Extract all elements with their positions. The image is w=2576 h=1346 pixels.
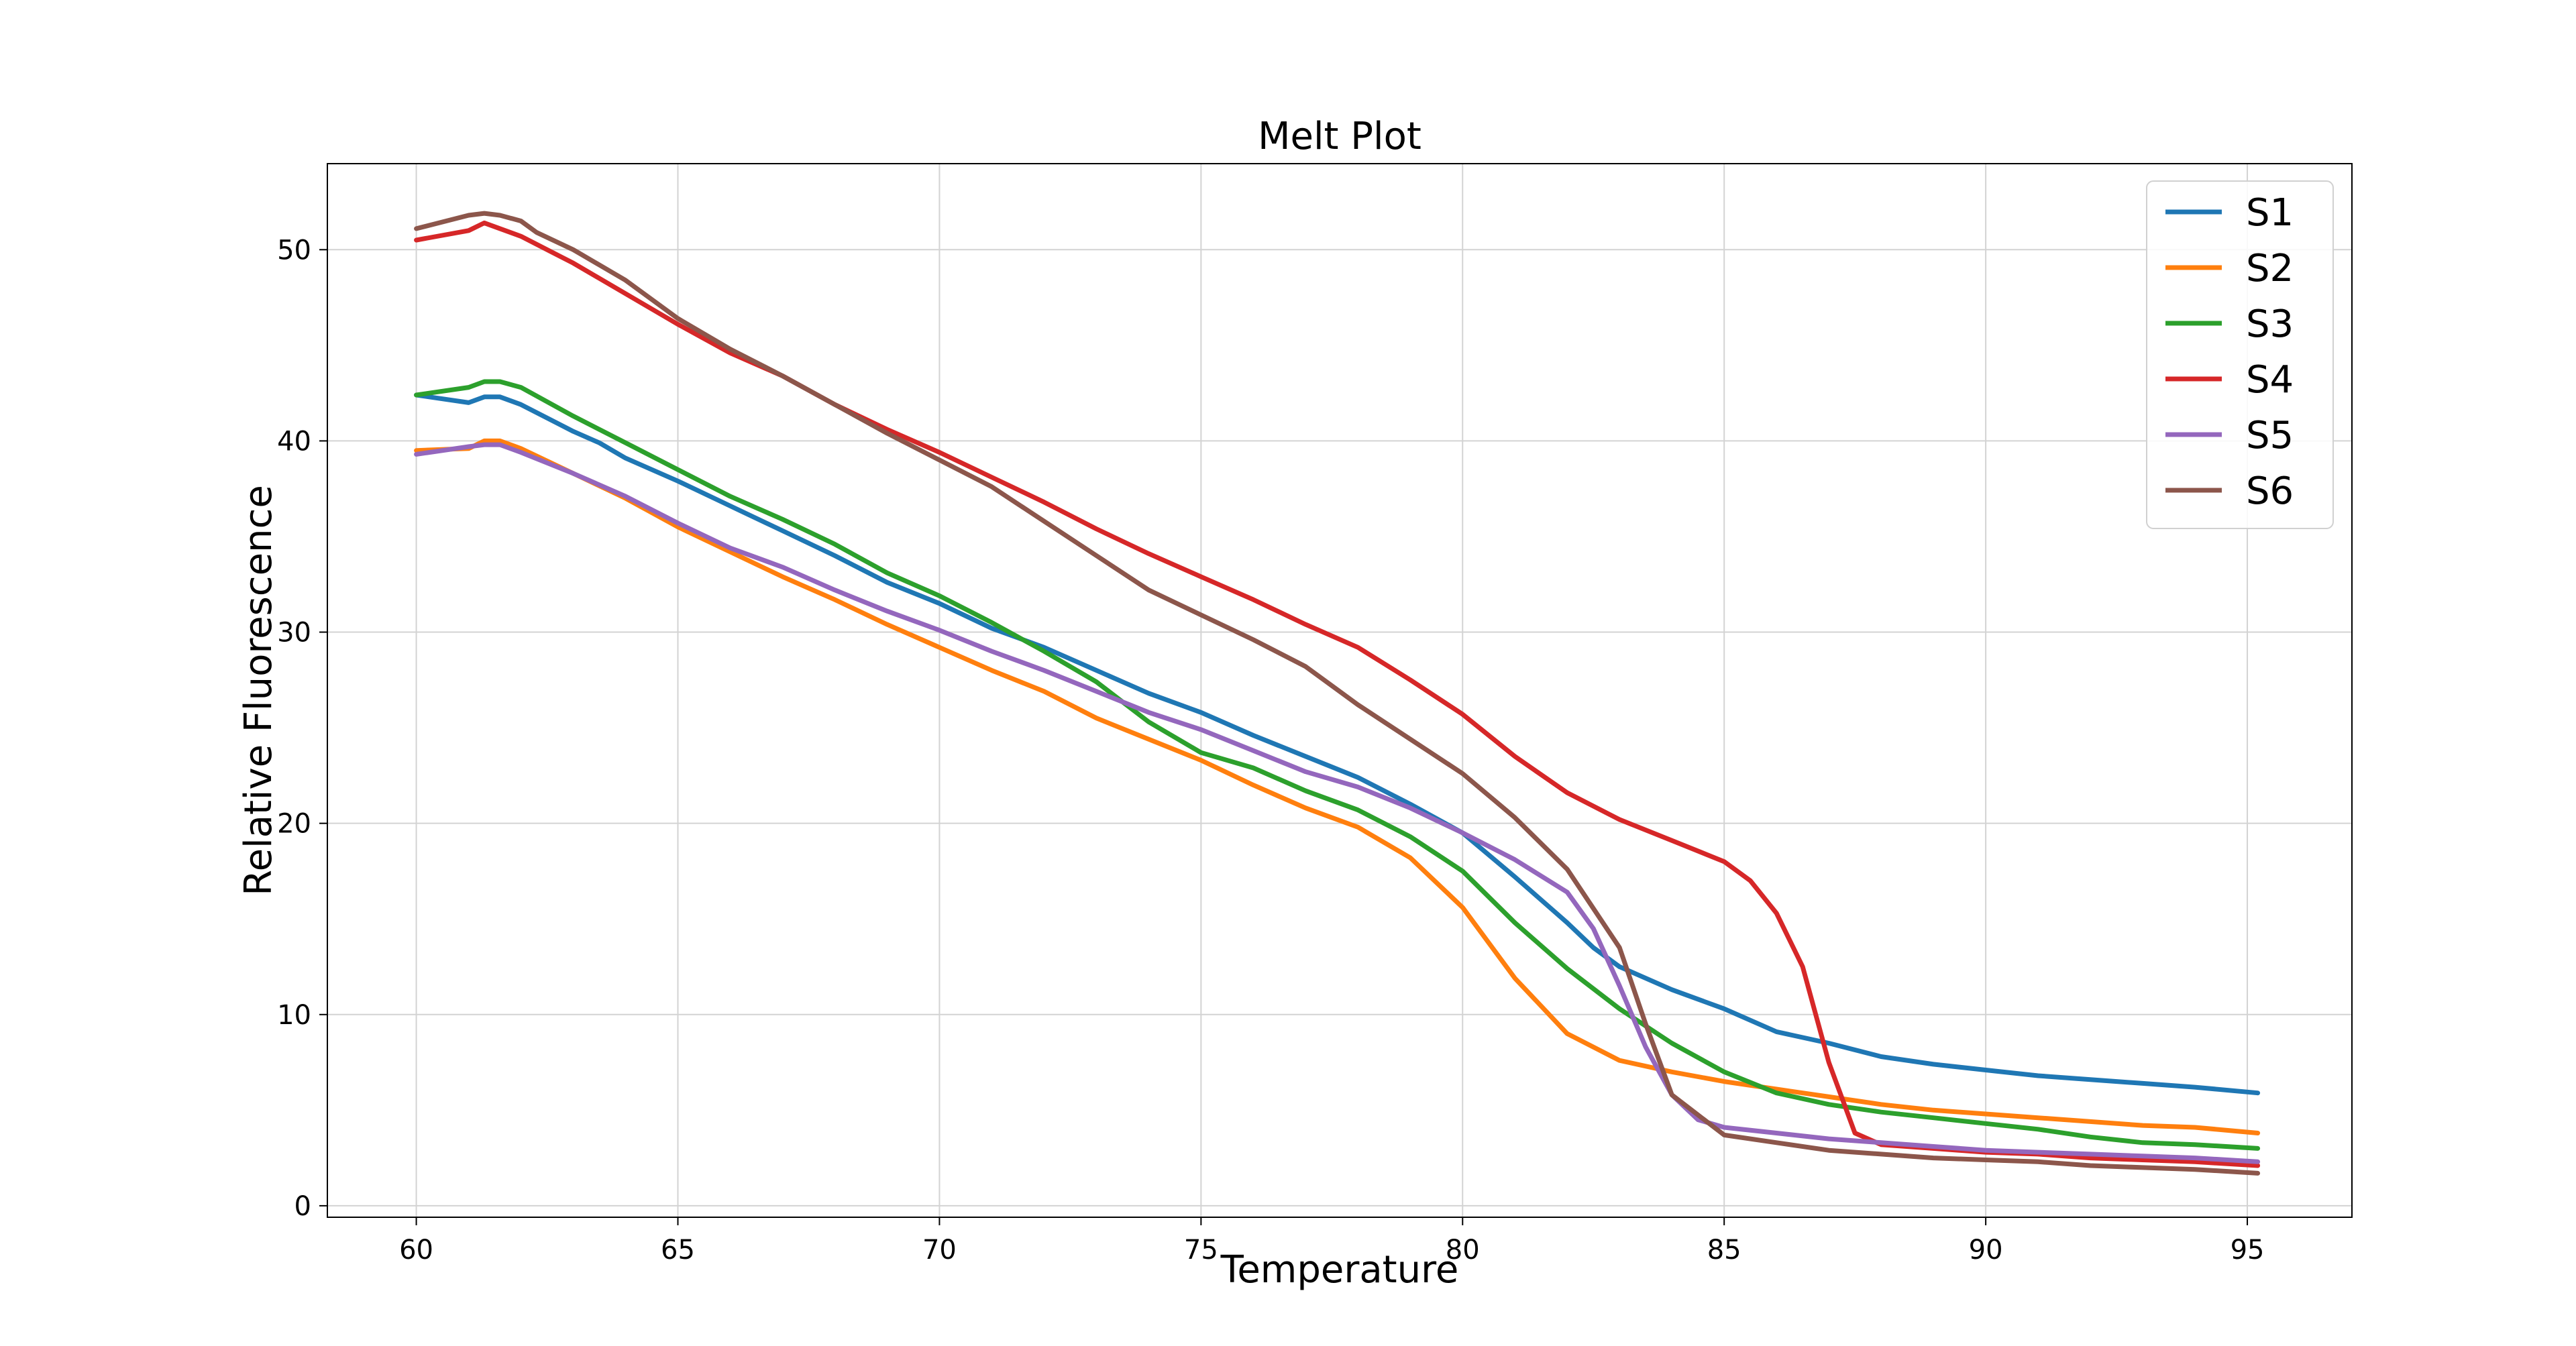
x-tick-label: 80 <box>1446 1235 1480 1266</box>
x-tick-label: 85 <box>1707 1235 1741 1266</box>
series-line-s1 <box>414 392 2261 1096</box>
series-line-s6 <box>414 211 2261 1176</box>
y-tick-label: 40 <box>277 426 311 457</box>
y-tick-label: 30 <box>277 618 311 649</box>
legend-label-s1: S1 <box>2246 191 2294 235</box>
y-axis-label: Relative Fluorescence <box>237 485 280 896</box>
x-tick-label: 60 <box>399 1235 433 1266</box>
y-tick-label: 10 <box>277 1000 311 1031</box>
x-tick-label: 70 <box>922 1235 957 1266</box>
y-tick-label: 50 <box>277 235 311 266</box>
legend-label-s3: S3 <box>2246 302 2294 346</box>
x-tick-label: 65 <box>661 1235 695 1266</box>
y-tick-label: 20 <box>277 809 311 840</box>
axis-ticks: 60 65 70 75 80 85 90 95 0 10 20 30 40 50 <box>277 235 2264 1266</box>
y-tick-label: 0 <box>294 1191 311 1222</box>
legend-label-s2: S2 <box>2246 247 2294 290</box>
chart-title: Melt Plot <box>1258 115 1421 158</box>
series-line-s5 <box>414 442 2261 1164</box>
legend-label-s5: S5 <box>2246 414 2294 457</box>
series-lines <box>414 211 2261 1176</box>
legend-label-s6: S6 <box>2246 469 2294 513</box>
legend: S1 S2 S3 S4 S5 S6 <box>2146 180 2334 529</box>
plot-frame <box>327 163 2353 1218</box>
x-axis-label: Temperature <box>1220 1248 1459 1292</box>
legend-label-s4: S4 <box>2246 358 2294 402</box>
x-tick-label: 90 <box>1969 1235 2003 1266</box>
series-line-s3 <box>414 379 2261 1151</box>
legend-box <box>2146 180 2334 529</box>
x-tick-label: 95 <box>2231 1235 2265 1266</box>
x-tick-label: 75 <box>1184 1235 1218 1266</box>
